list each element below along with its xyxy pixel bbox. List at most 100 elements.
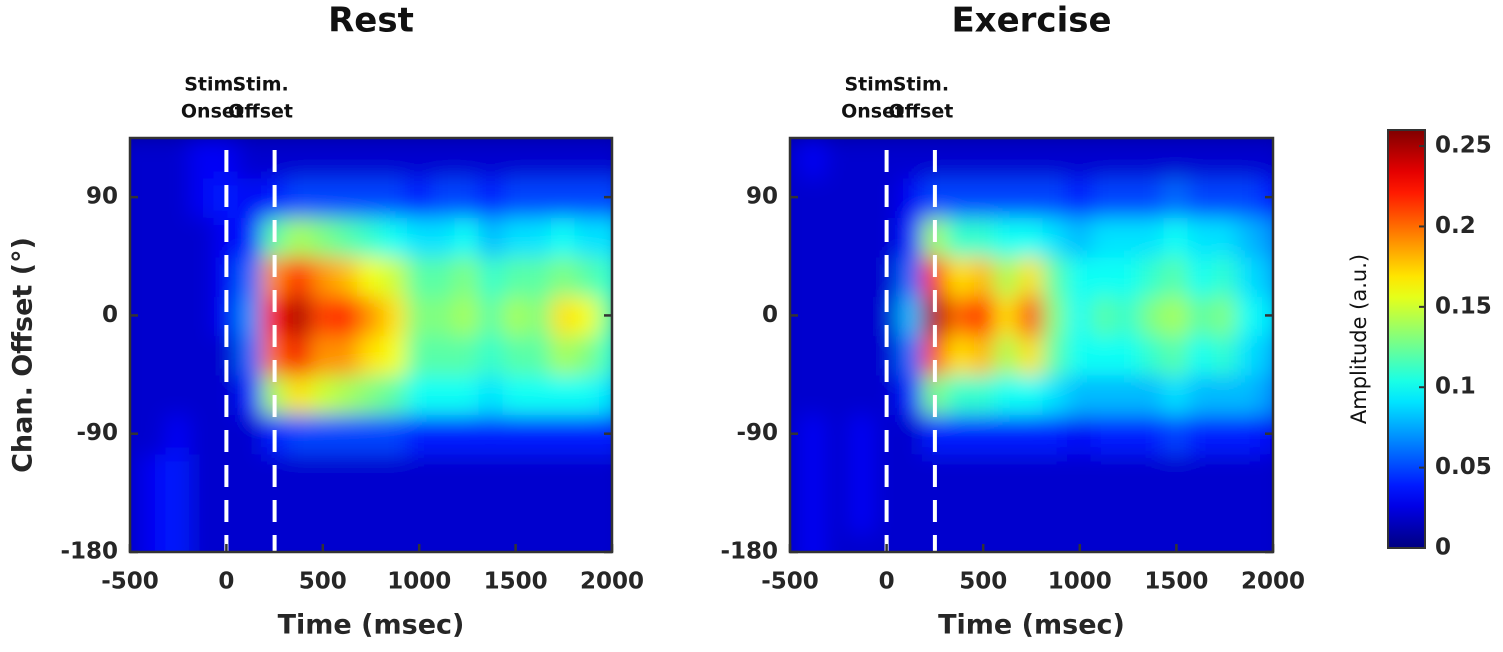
- heatmap-cell: [1090, 334, 1118, 376]
- heatmap-cell: [801, 138, 828, 179]
- heatmap-cell: [382, 176, 409, 218]
- heatmap-cell: [357, 531, 385, 552]
- heatmap-cell: [849, 215, 876, 258]
- heatmap-cell: [801, 255, 828, 297]
- heatmap-cell: [430, 138, 457, 179]
- heatmap-cell: [945, 255, 973, 297]
- heatmap: [130, 138, 612, 552]
- heatmap-cell: [897, 334, 924, 376]
- heatmap-cell: [1187, 294, 1214, 337]
- heatmap-cell: [333, 215, 360, 258]
- plot-frame: [788, 136, 1275, 554]
- heatmap-cell: [1018, 255, 1045, 297]
- heatmap-cell: [825, 255, 852, 297]
- heatmap-cell: [1139, 452, 1166, 494]
- heatmap-cell: [454, 215, 481, 258]
- heatmap-cell: [382, 452, 409, 494]
- heatmap-cell: [1187, 255, 1214, 297]
- heatmap-cell: [1187, 452, 1214, 494]
- heatmap-cell: [237, 294, 264, 337]
- heatmap-cell: [309, 176, 336, 218]
- heatmap-cell: [849, 255, 876, 297]
- heatmap-cell: [165, 531, 192, 552]
- heatmap-cell: [333, 334, 360, 376]
- heatmap-cell: [130, 491, 144, 534]
- heatmap-cell: [1018, 531, 1045, 552]
- heatmap-cell: [130, 373, 144, 415]
- heatmap-cell: [574, 452, 601, 494]
- heatmap-cell: [1018, 176, 1045, 218]
- heatmap-cell: [790, 138, 804, 179]
- heatmap-cell: [237, 255, 264, 297]
- heatmap-cell: [189, 452, 216, 494]
- heatmap-cell: [309, 373, 336, 415]
- heatmap-cell: [897, 452, 924, 494]
- heatmap-cell: [970, 452, 997, 494]
- heatmap-cell: [550, 452, 577, 494]
- heatmap-cell: [1042, 531, 1069, 552]
- y-tick-label: 0: [102, 302, 118, 328]
- y-axis-label: Chan. Offset (°): [8, 237, 39, 473]
- heatmap-cell: [970, 255, 997, 297]
- heatmap-cell: [1066, 373, 1093, 415]
- colorbar-tick-label: 0.1: [1435, 374, 1476, 400]
- x-tick-label: 2000: [1241, 569, 1305, 595]
- plot-area: [790, 138, 1273, 552]
- heatmap-cell: [478, 491, 505, 534]
- heatmap-cell: [801, 413, 828, 455]
- heatmap-cell: [945, 491, 973, 534]
- heatmap-cell: [1042, 491, 1069, 534]
- heatmap-cell: [1090, 138, 1118, 179]
- heatmap-cell: [1163, 215, 1190, 258]
- heatmap-cell: [801, 491, 828, 534]
- heatmap-cell: [1187, 373, 1214, 415]
- heatmap-cell: [849, 138, 876, 179]
- heatmap-cell: [1163, 413, 1190, 455]
- heatmap-cell: [1259, 138, 1273, 179]
- heatmap-cell: [945, 215, 973, 258]
- heatmap-cell: [1115, 491, 1142, 534]
- heatmap-cell: [526, 531, 553, 552]
- heatmap-cell: [994, 294, 1021, 337]
- heatmap-cell: [141, 138, 168, 179]
- heatmap-cell: [189, 138, 216, 179]
- annotation-label: Stim.: [893, 74, 949, 96]
- heatmap-cell: [502, 452, 529, 494]
- x-tick-label: 1500: [484, 569, 548, 595]
- heatmap-cell: [309, 531, 336, 552]
- plot-area: [130, 138, 612, 552]
- heatmap-cell: [1066, 138, 1093, 179]
- heatmap-cell: [550, 413, 577, 455]
- annotation-label: Offset: [228, 101, 293, 123]
- heatmap-cell: [1211, 491, 1238, 534]
- heatmap-cell: [478, 176, 505, 218]
- heatmap-cell: [970, 413, 997, 455]
- chart-title: Exercise: [951, 1, 1111, 41]
- heatmap-cell: [1211, 334, 1238, 376]
- heatmap-cell: [790, 215, 804, 258]
- heatmap-cell: [1018, 373, 1045, 415]
- x-axis-label: Time (msec): [938, 610, 1125, 641]
- heatmap-cell: [825, 373, 852, 415]
- heatmap-cell: [285, 176, 312, 218]
- annotation-label: Onset: [181, 101, 244, 123]
- heatmap-cell: [141, 215, 168, 258]
- heatmap-cell: [849, 294, 876, 337]
- heatmap-cell: [454, 531, 481, 552]
- x-tick-label: 500: [959, 569, 1007, 595]
- heatmap-cell: [790, 531, 804, 552]
- heatmap-cell: [454, 413, 481, 455]
- heatmap-cell: [1211, 176, 1238, 218]
- heatmap-cell: [406, 138, 433, 179]
- colorbar-tick-label: 0.05: [1435, 454, 1492, 480]
- heatmap-cell: [237, 413, 264, 455]
- heatmap-cell: [897, 294, 924, 337]
- heatmap-cell: [333, 138, 360, 179]
- heatmap-cell: [526, 491, 553, 534]
- heatmap-cell: [970, 531, 997, 552]
- heatmap-cell: [1115, 373, 1142, 415]
- heatmap-cell: [550, 531, 577, 552]
- heatmap-cell: [285, 294, 312, 337]
- heatmap-cell: [526, 334, 553, 376]
- x-tick-label: 2000: [580, 569, 644, 595]
